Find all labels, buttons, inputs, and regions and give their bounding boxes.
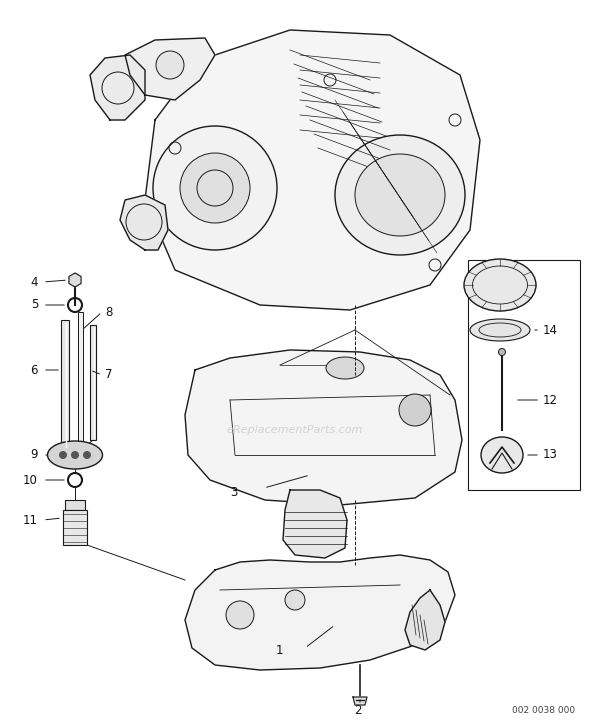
Polygon shape <box>283 490 347 558</box>
Circle shape <box>71 451 79 459</box>
Ellipse shape <box>355 154 445 236</box>
Text: 8: 8 <box>105 306 112 319</box>
Circle shape <box>499 348 506 356</box>
Circle shape <box>399 394 431 426</box>
Text: 002 0038 000: 002 0038 000 <box>512 706 575 715</box>
Circle shape <box>83 451 91 459</box>
Circle shape <box>285 590 305 610</box>
Text: eReplacementParts.com: eReplacementParts.com <box>227 425 363 435</box>
Polygon shape <box>145 30 480 310</box>
Polygon shape <box>353 697 367 705</box>
Ellipse shape <box>335 135 465 255</box>
Text: 10: 10 <box>23 474 38 487</box>
Polygon shape <box>405 590 445 650</box>
Bar <box>65 500 85 510</box>
Ellipse shape <box>464 259 536 311</box>
Text: 13: 13 <box>543 448 558 461</box>
Text: 12: 12 <box>543 393 558 406</box>
Polygon shape <box>69 273 81 287</box>
Circle shape <box>156 51 184 79</box>
Text: 14: 14 <box>543 323 558 336</box>
Ellipse shape <box>481 437 523 473</box>
Ellipse shape <box>470 319 530 341</box>
Circle shape <box>153 126 277 250</box>
Circle shape <box>180 153 250 223</box>
Text: 4: 4 <box>31 275 38 288</box>
Text: 3: 3 <box>231 486 238 498</box>
Bar <box>77 312 83 452</box>
Text: 5: 5 <box>31 299 38 312</box>
Polygon shape <box>185 350 462 505</box>
Text: 9: 9 <box>31 448 38 461</box>
Circle shape <box>59 451 67 459</box>
Text: 11: 11 <box>23 513 38 526</box>
Ellipse shape <box>326 357 364 379</box>
Polygon shape <box>120 195 168 250</box>
Polygon shape <box>125 38 215 100</box>
Text: 2: 2 <box>354 703 362 716</box>
Ellipse shape <box>48 441 103 469</box>
Circle shape <box>226 601 254 629</box>
Text: 7: 7 <box>105 369 113 382</box>
Bar <box>61 320 69 450</box>
Text: 6: 6 <box>31 364 38 377</box>
Text: 1: 1 <box>276 644 283 657</box>
Polygon shape <box>185 555 455 670</box>
Bar <box>63 510 87 545</box>
Bar <box>468 260 580 490</box>
Polygon shape <box>90 55 145 120</box>
Bar <box>90 325 96 440</box>
